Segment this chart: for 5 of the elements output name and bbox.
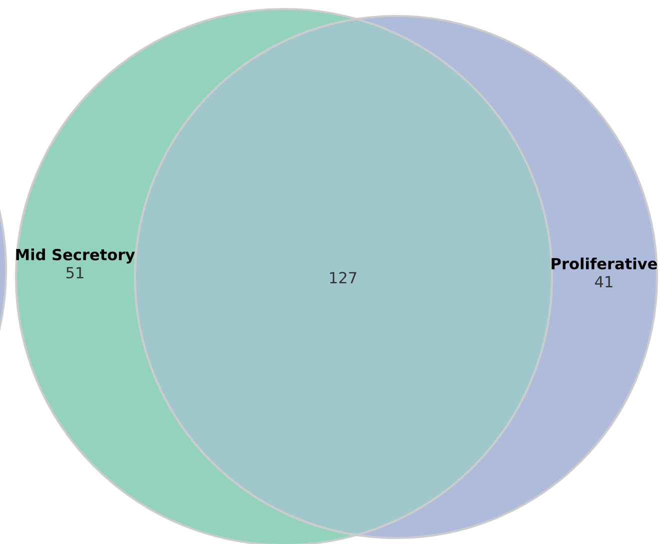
text: 127	[330, 272, 356, 284]
category-label: Mid Secretory	[16, 248, 135, 264]
data-label: 41	[595, 276, 612, 288]
data-label: 51	[66, 267, 84, 278]
category-label: Proliferative	[552, 258, 657, 270]
